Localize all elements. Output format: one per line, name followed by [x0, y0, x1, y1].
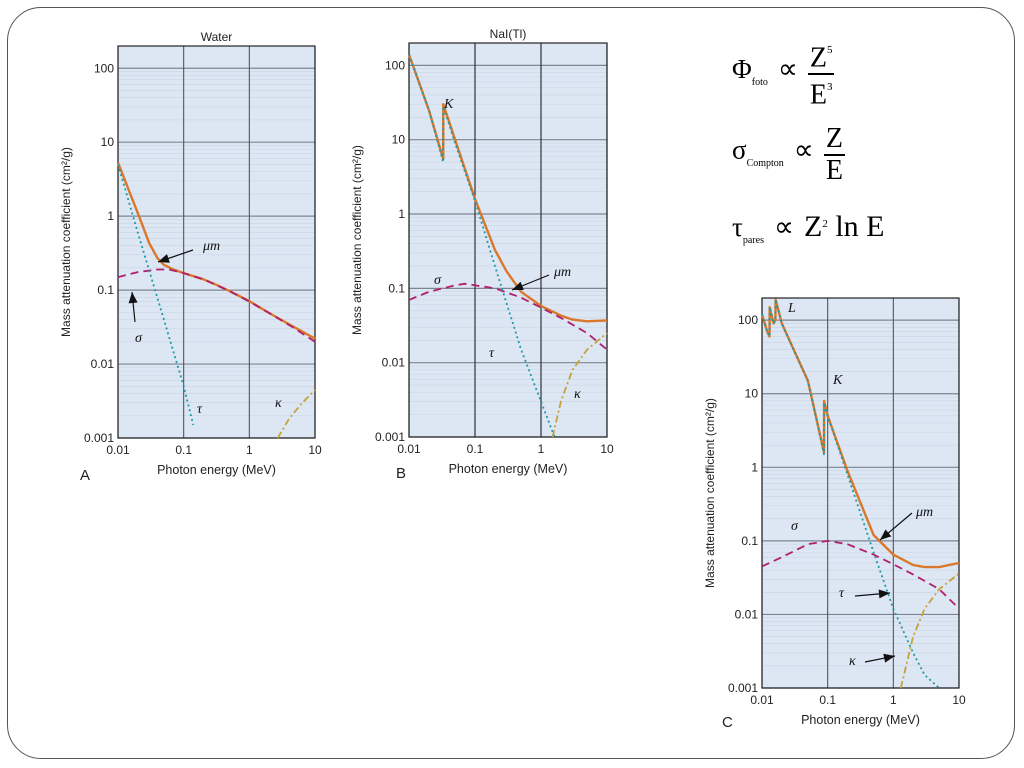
y-tick-label-A: 100	[94, 61, 114, 75]
series-line-C-dashdot	[899, 572, 960, 689]
annotation-arrowhead-C	[880, 529, 892, 540]
series-line-C-dash	[761, 540, 960, 610]
x-tick-label-B: 10	[600, 442, 614, 456]
annotation-label-B: μm	[553, 265, 571, 280]
annotation-arrowhead-B	[512, 281, 524, 291]
y-tick-label-A: 0.1	[97, 283, 114, 297]
y-axis-label-C: Mass attenuation coefficient (cm²/g)	[703, 398, 717, 588]
chart-title-A: Water	[201, 30, 233, 44]
series-line-B-dash	[408, 282, 608, 351]
formula-photoelectric: Φfoto ∝ Z5 E3	[732, 38, 835, 111]
annotation-label-B: κ	[574, 387, 581, 402]
annotation-label-A: σ	[135, 331, 143, 346]
y-tick-label-C: 0.001	[728, 681, 758, 695]
x-axis-label-C: Photon energy (MeV)	[801, 713, 920, 727]
y-tick-label-A: 0.001	[84, 431, 114, 445]
series-line-A-dot	[117, 164, 195, 426]
annotation-label-C: L	[787, 301, 796, 316]
annotation-label-C: K	[832, 373, 843, 388]
x-tick-label-C: 0.01	[750, 693, 774, 707]
series-line-B-dashdot	[551, 332, 608, 438]
series-line-A-solid	[116, 162, 316, 340]
y-tick-label-C: 10	[745, 387, 759, 401]
annotation-label-C: μm	[915, 505, 933, 520]
y-axis-label-A: Mass attenuation coefficient (cm²/g)	[59, 147, 73, 337]
annotation-label-A: τ	[197, 402, 203, 417]
x-tick-label-A: 10	[308, 443, 322, 457]
plot-area-C	[762, 298, 959, 688]
y-tick-label-B: 10	[392, 133, 406, 147]
x-axis-label-A: Photon energy (MeV)	[157, 463, 276, 477]
x-tick-label-C: 1	[890, 693, 897, 707]
annotation-label-A: κ	[275, 396, 282, 411]
y-tick-label-B: 0.01	[382, 356, 406, 370]
annotation-label-C: τ	[839, 586, 845, 601]
plot-area-A	[118, 46, 315, 438]
annotation-label-B: K	[443, 97, 454, 112]
series-line-A-dashdot	[276, 389, 316, 439]
y-tick-label-B: 1	[398, 207, 405, 221]
plot-area-B	[409, 43, 607, 437]
y-tick-label-C: 0.1	[741, 534, 758, 548]
series-line-A-dash	[117, 268, 316, 343]
annotation-arrowhead-C	[883, 653, 895, 663]
panel-letter-A: A	[80, 467, 90, 484]
formula-pair-production: τpares ∝ Z2 ln E	[732, 210, 885, 246]
panel-letter-B: B	[396, 465, 406, 482]
y-tick-label-A: 1	[107, 209, 114, 223]
annotation-label-A: μm	[202, 239, 220, 254]
series-line-B-dot	[408, 54, 556, 438]
x-tick-label-A: 0.01	[106, 443, 130, 457]
x-tick-label-C: 10	[952, 693, 966, 707]
annotation-label-C: σ	[791, 519, 799, 534]
x-tick-label-A: 1	[246, 443, 253, 457]
y-tick-label-C: 100	[738, 313, 758, 327]
y-tick-label-A: 0.01	[91, 357, 115, 371]
y-tick-label-B: 100	[385, 58, 405, 72]
x-axis-label-B: Photon energy (MeV)	[449, 462, 568, 476]
y-tick-label-C: 0.01	[735, 607, 759, 621]
y-tick-label-A: 10	[101, 135, 115, 149]
slide-frame	[7, 7, 1015, 759]
x-tick-label-A: 0.1	[175, 443, 192, 457]
y-axis-label-B: Mass attenuation coefficient (cm²/g)	[350, 145, 364, 335]
annotation-label-C: κ	[849, 654, 856, 669]
x-tick-label-B: 1	[538, 442, 545, 456]
chart-title-B: NaI(Tl)	[490, 27, 527, 41]
plot-frame-C	[761, 297, 960, 689]
x-tick-label-B: 0.01	[397, 442, 421, 456]
annotation-arrowhead-C	[878, 589, 890, 599]
y-tick-label-B: 0.1	[388, 281, 405, 295]
plot-frame-A	[117, 45, 316, 439]
y-tick-label-C: 1	[751, 460, 758, 474]
x-tick-label-C: 0.1	[819, 693, 836, 707]
plot-frame-B	[408, 42, 608, 438]
annotation-label-B: τ	[489, 346, 495, 361]
panel-letter-C: C	[722, 714, 733, 731]
x-tick-label-B: 0.1	[467, 442, 484, 456]
y-tick-label-B: 0.001	[375, 430, 405, 444]
annotation-label-B: σ	[434, 273, 442, 288]
annotation-arrowhead-A	[158, 254, 170, 263]
annotation-arrowhead-A	[128, 292, 138, 304]
